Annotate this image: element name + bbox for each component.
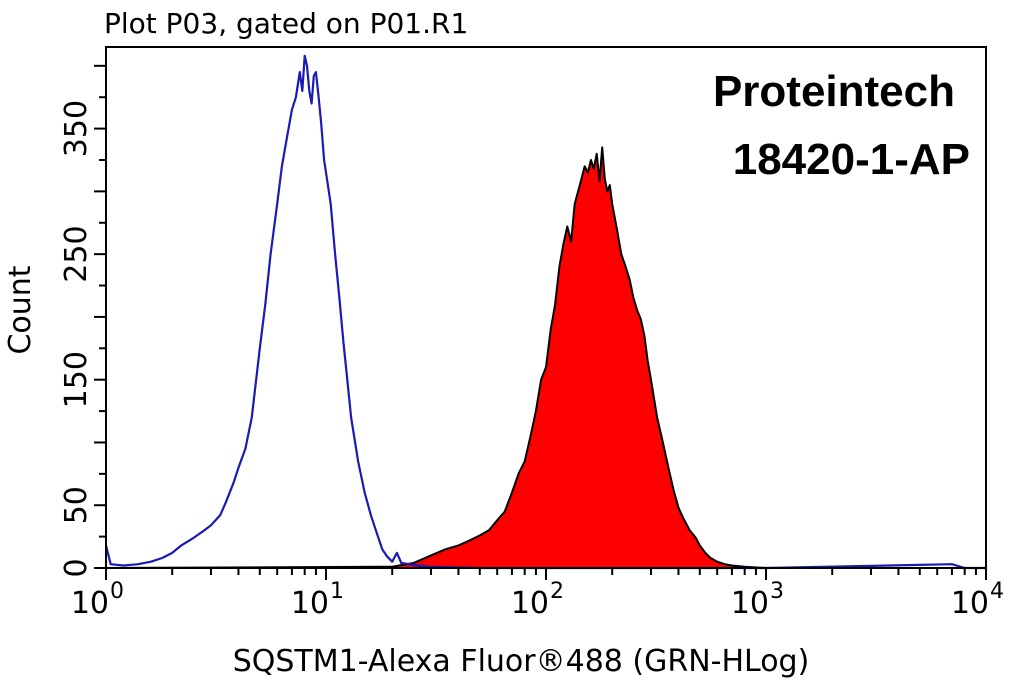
x-tick-exponent: 2 — [550, 579, 564, 604]
y-tick-label: 150 — [59, 351, 94, 408]
x-tick-label: 10 4 — [951, 579, 1004, 621]
x-tick-exponent: 1 — [330, 579, 344, 604]
plot-area — [104, 46, 987, 570]
series-layer — [104, 54, 987, 570]
chart-title: Plot P03, gated on P01.R1 — [104, 7, 468, 40]
x-tick-exponent: 0 — [110, 579, 124, 604]
series-control-line — [104, 54, 986, 570]
x-axis-label: SQSTM1-Alexa Fluor®488 (GRN-HLog) — [233, 644, 810, 679]
y-tick-label: 250 — [59, 225, 94, 282]
x-tick-label: 10 2 — [511, 579, 564, 621]
y-tick-label: 50 — [59, 486, 94, 524]
y-axis-label: Count — [3, 265, 38, 354]
annotation-catalog-number: 18420-1-AP — [733, 135, 970, 184]
x-tick-base: 10 — [511, 586, 549, 621]
x-tick-base: 10 — [731, 586, 769, 621]
y-tick-label: 350 — [59, 100, 94, 157]
y-axis-ticks: 0 50 150 250 350 — [59, 64, 106, 578]
x-tick-label: 10 0 — [71, 579, 124, 621]
x-axis-ticks: 10 0 10 1 10 2 10 3 10 4 — [71, 568, 1004, 621]
x-tick-base: 10 — [71, 586, 109, 621]
x-tick-label: 10 1 — [291, 579, 344, 621]
x-tick-label: 10 3 — [731, 579, 784, 621]
series-SQSTM1-area — [105, 146, 987, 569]
x-tick-base: 10 — [951, 586, 989, 621]
annotation-brand: Proteintech — [713, 67, 955, 116]
x-tick-exponent: 3 — [770, 579, 784, 604]
y-tick-label: 0 — [59, 558, 94, 577]
x-tick-exponent: 4 — [990, 579, 1004, 604]
x-tick-base: 10 — [291, 586, 329, 621]
